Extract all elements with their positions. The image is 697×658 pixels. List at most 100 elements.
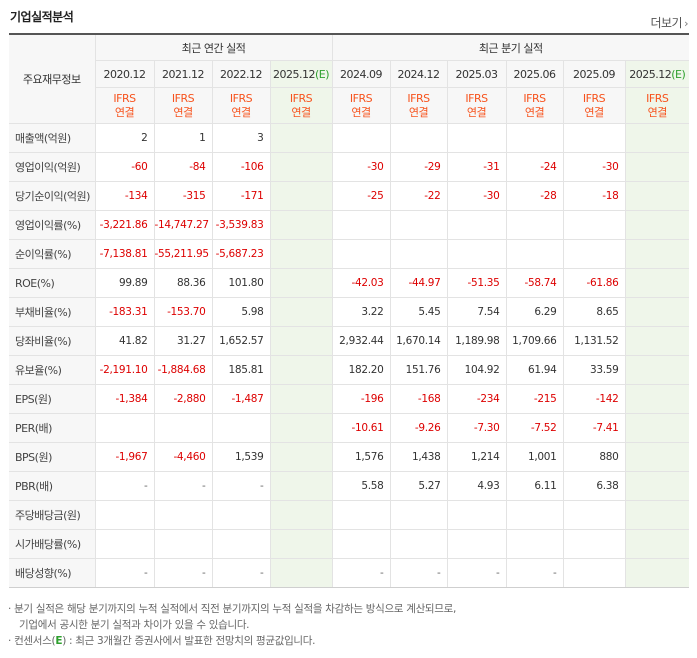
table-cell: -2,191.10 xyxy=(94,355,155,385)
table-cell: -10.61 xyxy=(331,413,391,443)
table-cell xyxy=(389,123,448,153)
table-cell: 1 xyxy=(153,123,213,153)
table-cell: -14,747.27 xyxy=(153,210,213,240)
table-row: 당기순이익(억원) -134 -315 -171 -25 -22 -30 -28 -18 xyxy=(9,181,690,211)
financial-summary-table: 주요재무정보 최근 연간 실적 최근 분기 실적 2020.12 2021.12 2… xyxy=(9,33,690,588)
table-cell: 182.20 xyxy=(331,355,391,385)
item-header: 주요재무정보 xyxy=(9,33,96,124)
table-cell xyxy=(505,529,564,559)
table-cell xyxy=(331,210,391,240)
table-cell xyxy=(505,123,564,153)
table-cell: 31.27 xyxy=(153,326,213,356)
table-cell: -1,884.68 xyxy=(153,355,213,385)
table-cell: 5.98 xyxy=(211,297,271,327)
table-cell xyxy=(624,326,690,356)
table-cell xyxy=(624,384,690,414)
footnotes: · 분기 실적은 해당 분기까지의 누적 실적에서 직전 분기까지의 누적 실적… xyxy=(8,601,456,649)
table-cell xyxy=(624,413,690,443)
section-title: 기업실적분석 xyxy=(10,10,74,24)
table-cell: -153.70 xyxy=(153,297,213,327)
table-cell: -60 xyxy=(94,152,155,182)
table-cell xyxy=(331,123,391,153)
table-cell: -1,487 xyxy=(211,384,271,414)
table-cell: - xyxy=(94,471,155,501)
table-cell: -183.31 xyxy=(94,297,155,327)
table-cell: -24 xyxy=(505,152,564,182)
table-cell: -7.52 xyxy=(505,413,564,443)
table-cell xyxy=(624,442,690,472)
table-row: 매출액(억원) 2 1 3 xyxy=(9,123,690,153)
table-cell xyxy=(562,558,626,588)
row-label: PBR(배) xyxy=(9,471,96,501)
table-cell xyxy=(269,210,333,240)
row-label: EPS(원) xyxy=(9,384,96,414)
estimate-mark: (E) xyxy=(314,67,330,81)
header-group-row: 주요재무정보 최근 연간 실적 최근 분기 실적 xyxy=(9,33,690,124)
table-cell xyxy=(624,355,690,385)
table-cell: 1,001 xyxy=(505,442,564,472)
table-cell xyxy=(269,181,333,211)
chevron-right-icon: › xyxy=(684,17,688,30)
table-cell: -84 xyxy=(153,152,213,182)
table-cell: -315 xyxy=(153,181,213,211)
accounting-standard: IFRS 연결 xyxy=(153,87,213,124)
table-cell xyxy=(94,413,155,443)
period-header: 2025.12(E) xyxy=(624,60,690,88)
table-cell: -142 xyxy=(562,384,626,414)
table-cell: 1,189.98 xyxy=(446,326,507,356)
table-cell: 1,709.66 xyxy=(505,326,564,356)
accounting-standard: IFRS 연결 xyxy=(446,87,507,124)
row-label: 당기순이익(억원) xyxy=(9,181,96,211)
table-cell xyxy=(211,500,271,530)
table-cell: -234 xyxy=(446,384,507,414)
table-cell xyxy=(562,123,626,153)
table-cell xyxy=(505,210,564,240)
period-row: 2020.12 2021.12 2022.12 2025.12(E) 2024.09 20… xyxy=(9,60,690,88)
table-cell: 151.76 xyxy=(389,355,448,385)
row-label: 배당성향(%) xyxy=(9,558,96,588)
row-label: PER(배) xyxy=(9,413,96,443)
row-label: 당좌비율(%) xyxy=(9,326,96,356)
table-row: 순이익률(%) -7,138.81 -55,211.95 -5,687.23 xyxy=(9,239,690,269)
table-row: 유보율(%) -2,191.10 -1,884.68 185.81 182.20 151.… xyxy=(9,355,690,385)
table-cell xyxy=(269,326,333,356)
more-link[interactable]: 더보기 › xyxy=(650,14,688,31)
table-cell: -7,138.81 xyxy=(94,239,155,269)
table-cell xyxy=(505,500,564,530)
table-cell xyxy=(269,384,333,414)
table-cell xyxy=(446,239,507,269)
table-cell: 8.65 xyxy=(562,297,626,327)
table-cell: 1,539 xyxy=(211,442,271,472)
table-cell xyxy=(562,500,626,530)
accounting-standard: IFRS 연결 xyxy=(624,87,690,124)
table-cell xyxy=(269,123,333,153)
table-cell xyxy=(153,529,213,559)
period-header: 2021.12 xyxy=(153,60,213,88)
table-cell: 41.82 xyxy=(94,326,155,356)
table-cell xyxy=(331,239,391,269)
table-row: ROE(%) 99.89 88.36 101.80 -42.03 -44.97 -51.35… xyxy=(9,268,690,298)
table-row: 당좌비율(%) 41.82 31.27 1,652.57 2,932.44 1,670.1… xyxy=(9,326,690,356)
table-cell: 1,670.14 xyxy=(389,326,448,356)
table-cell: 6.29 xyxy=(505,297,564,327)
table-cell: -2,880 xyxy=(153,384,213,414)
table-cell: - xyxy=(389,558,448,588)
period-header: 2025.06 xyxy=(505,60,564,88)
table-cell: 4.93 xyxy=(446,471,507,501)
table-cell: 5.27 xyxy=(389,471,448,501)
annual-group-header: 최근 연간 실적 xyxy=(94,33,333,61)
table-cell xyxy=(624,500,690,530)
row-label: 영업이익(억원) xyxy=(9,152,96,182)
table-cell xyxy=(269,239,333,269)
table-cell xyxy=(211,529,271,559)
table-cell xyxy=(505,239,564,269)
table-cell xyxy=(446,529,507,559)
table-cell xyxy=(269,297,333,327)
accounting-standard: IFRS 연결 xyxy=(562,87,626,124)
table-body: 매출액(억원) 2 1 3 영업이익(억원) -60 -84 -106 -30 -29 -31 -24… xyxy=(9,123,690,588)
table-cell xyxy=(624,471,690,501)
table-cell: - xyxy=(153,471,213,501)
footnote-quarterly: · 분기 실적은 해당 분기까지의 누적 실적에서 직전 분기까지의 누적 실적… xyxy=(8,603,457,615)
period-header: 2025.09 xyxy=(562,60,626,88)
table-cell: 1,652.57 xyxy=(211,326,271,356)
